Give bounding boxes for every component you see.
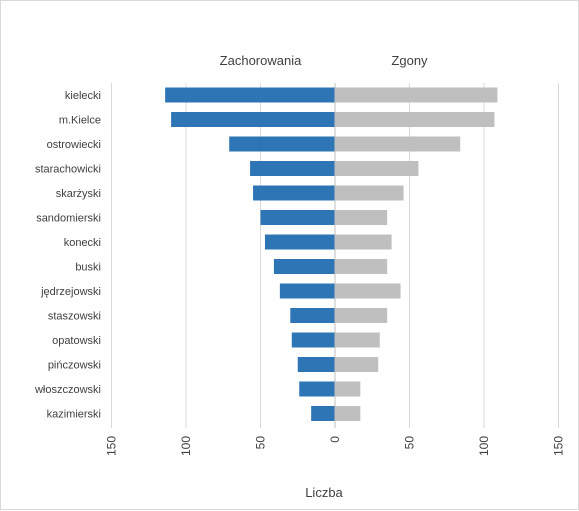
bar-zgony-kazimierski bbox=[335, 406, 361, 421]
bar-zachorowania-skarzyski bbox=[253, 185, 335, 201]
category-labels: kielecki m.Kielce ostrowiecki starachowicki… bbox=[34, 90, 101, 421]
bar-zgony-konecki bbox=[335, 234, 392, 250]
x-tick-label: 50 bbox=[403, 436, 417, 450]
bar-zachorowania-opatowski bbox=[291, 332, 335, 348]
bar-zachorowania-wloszczowski bbox=[299, 381, 335, 397]
bar-zachorowania-pinczowski bbox=[297, 357, 335, 372]
bar-zachorowania-m-kielce bbox=[171, 112, 335, 127]
x-tick-label: 100 bbox=[477, 436, 491, 456]
bar-zachorowania-sandomierski bbox=[260, 210, 335, 225]
bar-zgony-ostrowiecki bbox=[335, 136, 461, 152]
category-label-skarzyski: skarżyski bbox=[56, 188, 101, 200]
bar-zgony-jedrzejowski bbox=[335, 283, 401, 299]
category-label-staszowski: staszowski bbox=[48, 311, 101, 323]
bar-zachorowania-kazimierski bbox=[311, 406, 335, 421]
category-label-opatowski: opatowski bbox=[52, 335, 101, 347]
category-label-konecki: konecki bbox=[64, 237, 101, 249]
series-header-zgony: Zgony bbox=[391, 53, 428, 68]
category-label-starachowicki: starachowicki bbox=[35, 164, 101, 176]
category-label-pinczowski: pińczowski bbox=[48, 360, 101, 372]
bar-zgony-skarzyski bbox=[335, 185, 404, 201]
category-label-wloszczowski: włoszczowski bbox=[34, 384, 101, 396]
x-tick-label: 50 bbox=[254, 436, 268, 450]
bar-zachorowania-konecki bbox=[264, 234, 335, 250]
bar-zgony-wloszczowski bbox=[335, 381, 361, 397]
bar-zgony-buski bbox=[335, 259, 388, 274]
bar-zgony-staszowski bbox=[335, 308, 388, 323]
category-label-sandomierski: sandomierski bbox=[36, 213, 101, 225]
bar-zgony-kielecki bbox=[335, 87, 498, 103]
bars bbox=[165, 83, 498, 428]
bar-zgony-starachowicki bbox=[335, 161, 419, 176]
bar-zachorowania-starachowicki bbox=[250, 161, 335, 176]
bar-zachorowania-ostrowiecki bbox=[229, 136, 335, 152]
x-tick-label: 100 bbox=[179, 436, 193, 456]
category-label-ostrowiecki: ostrowiecki bbox=[47, 139, 101, 151]
bar-zgony-opatowski bbox=[335, 332, 380, 348]
category-label-kazimierski: kazimierski bbox=[47, 409, 101, 421]
category-label-buski: buski bbox=[75, 262, 101, 274]
bar-zgony-pinczowski bbox=[335, 357, 379, 372]
series-header-zachorowania: Zachorowania bbox=[220, 53, 302, 68]
bar-zgony-sandomierski bbox=[335, 210, 388, 225]
x-tick-labels: 150 100 50 0 50 100 150 bbox=[105, 436, 566, 456]
x-tick-label: 150 bbox=[105, 436, 119, 456]
category-label-kielecki: kielecki bbox=[65, 90, 101, 102]
bar-zgony-m-kielce bbox=[335, 112, 495, 127]
category-label-m-kielce: m.Kielce bbox=[59, 115, 101, 127]
x-axis-title: Liczba bbox=[305, 485, 343, 500]
bar-zachorowania-buski bbox=[273, 259, 335, 274]
bar-zachorowania-staszowski bbox=[290, 308, 335, 323]
bar-zachorowania-jedrzejowski bbox=[279, 283, 335, 299]
x-tick-label: 150 bbox=[552, 436, 566, 456]
x-tick-label: 0 bbox=[328, 436, 342, 443]
bar-zachorowania-kielecki bbox=[165, 87, 335, 103]
category-label-jedrzejowski: jędrzejowski bbox=[40, 286, 101, 298]
series-headers: Zachorowania Zgony bbox=[220, 53, 428, 68]
